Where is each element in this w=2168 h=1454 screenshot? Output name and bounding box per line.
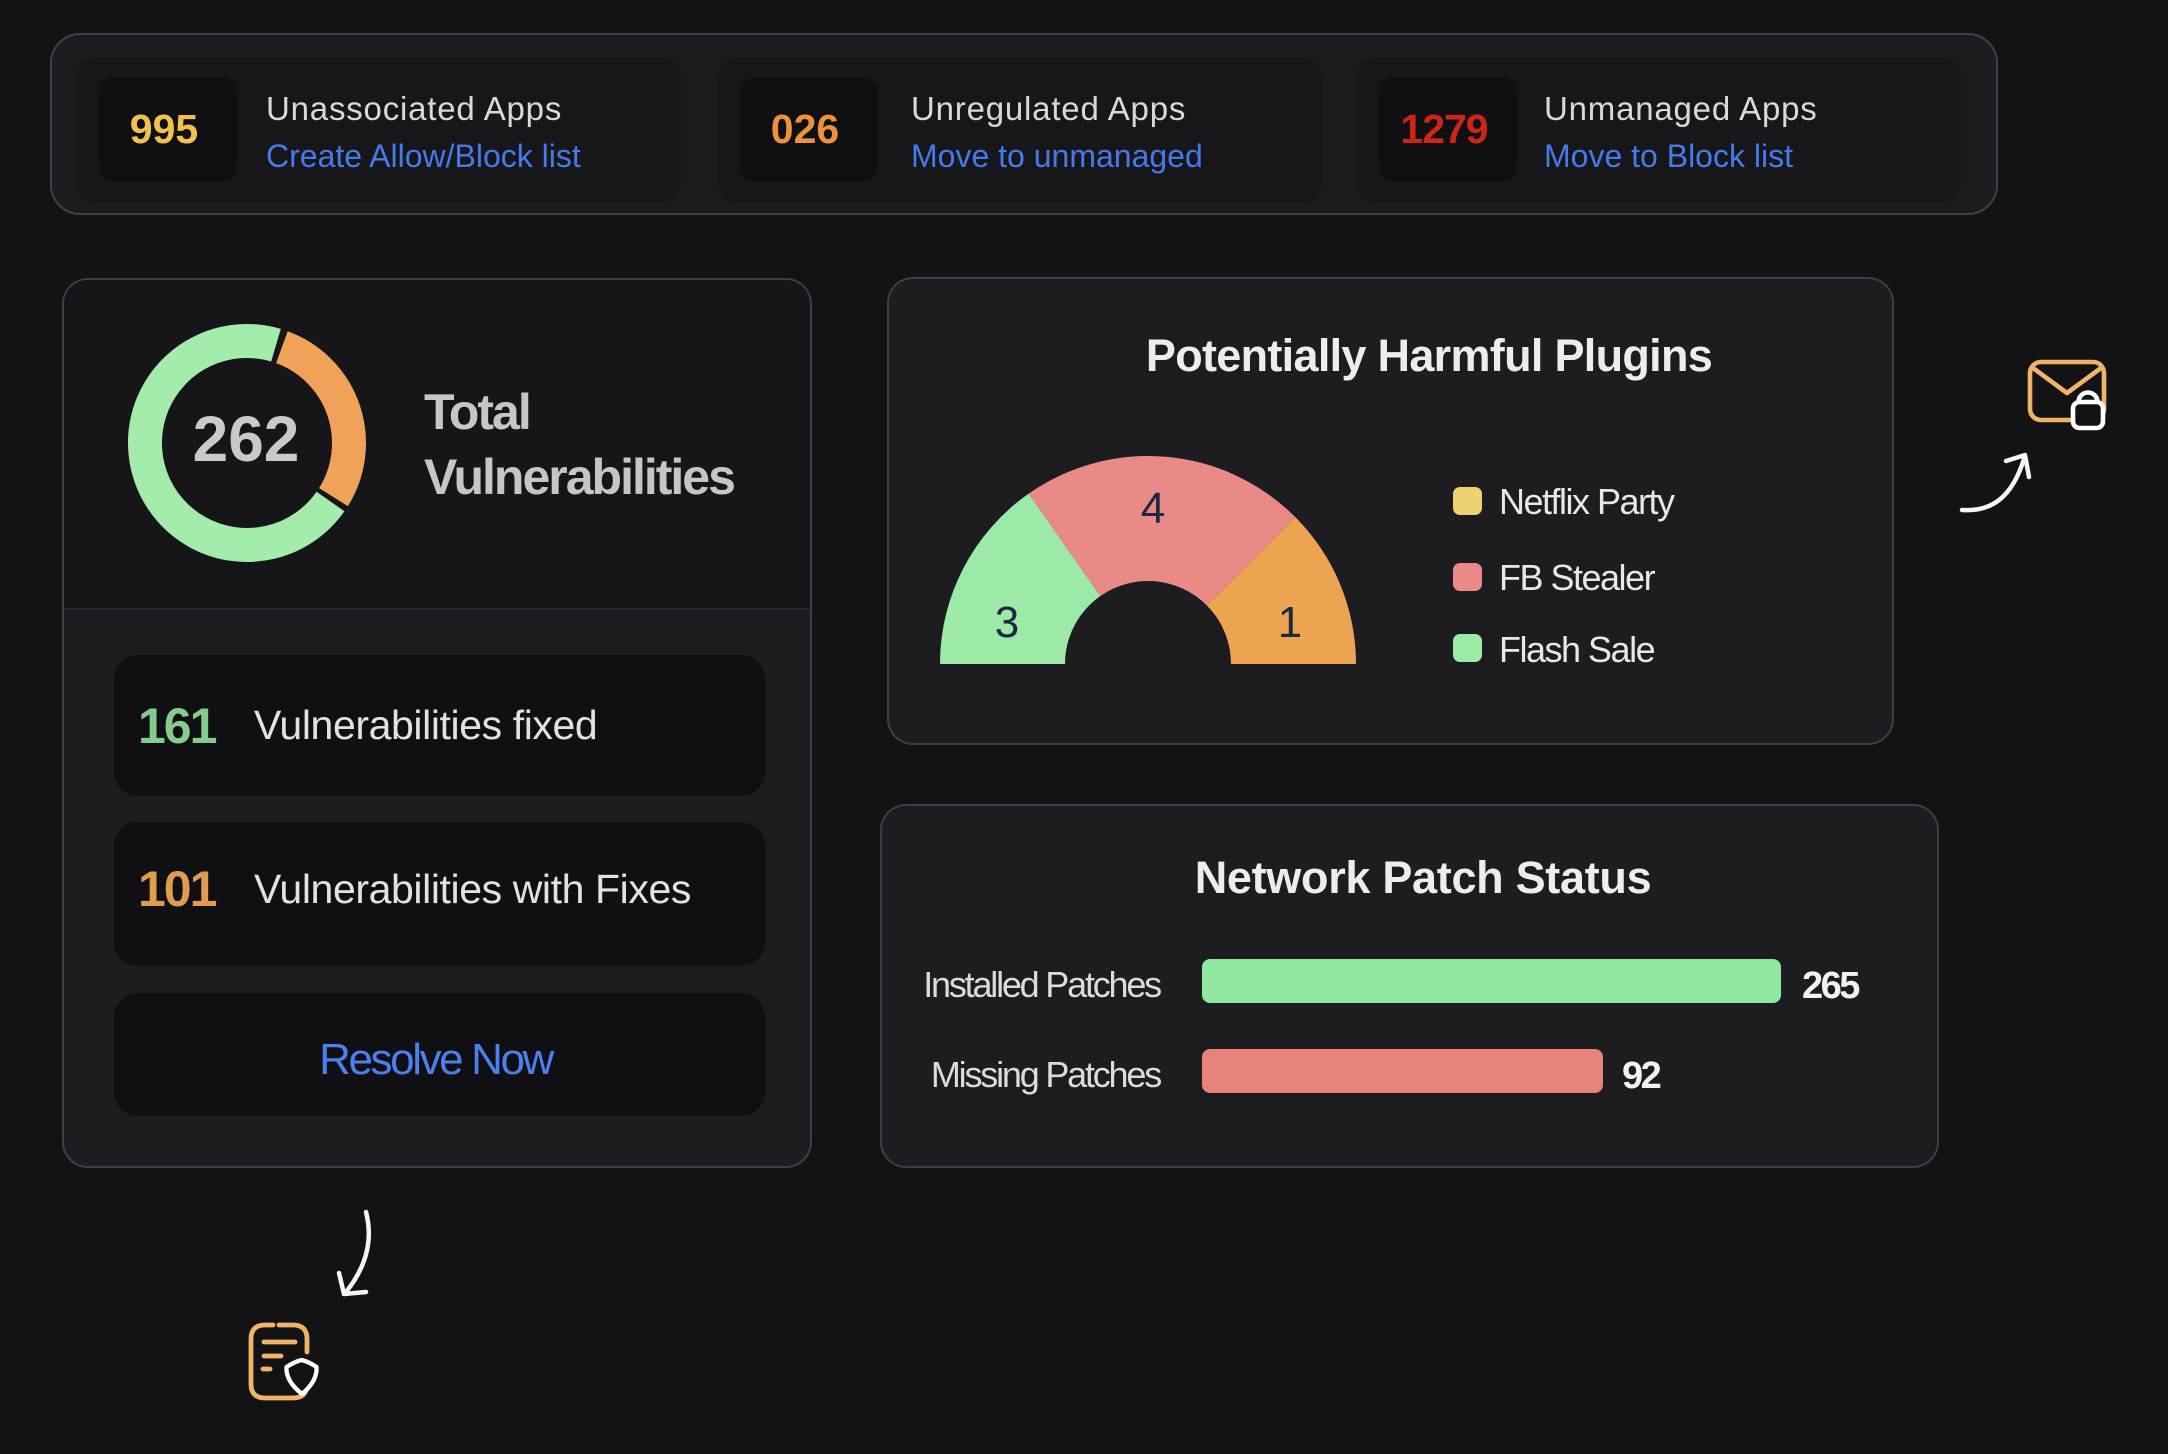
svg-text:3: 3 <box>995 598 1019 647</box>
svg-text:4: 4 <box>1141 484 1165 533</box>
svg-text:262: 262 <box>193 403 300 475</box>
svg-text:1: 1 <box>1278 598 1302 647</box>
